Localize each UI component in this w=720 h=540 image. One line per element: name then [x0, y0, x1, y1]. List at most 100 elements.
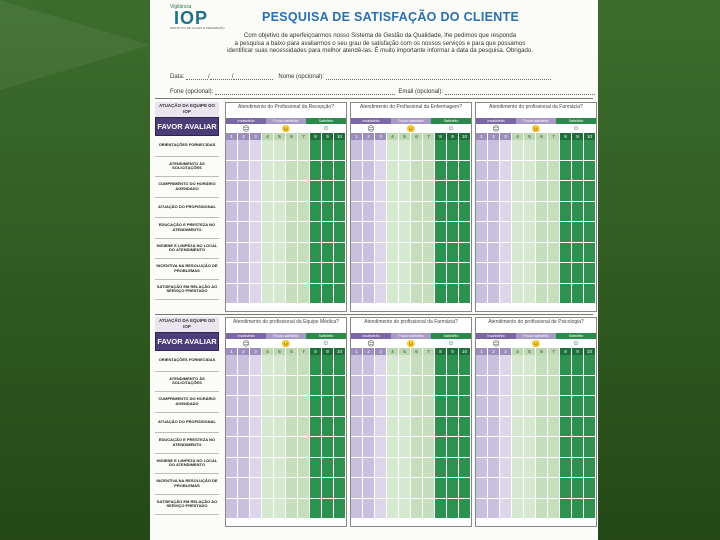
rating-cell[interactable]	[536, 263, 548, 283]
rating-cell[interactable]	[500, 498, 512, 518]
rating-cell[interactable]	[322, 355, 334, 375]
rating-cell[interactable]	[226, 242, 238, 262]
rating-cell[interactable]	[262, 181, 274, 201]
rating-cell[interactable]	[351, 222, 363, 242]
rating-cell[interactable]	[447, 375, 459, 395]
rating-cell[interactable]	[435, 181, 447, 201]
rating-cell[interactable]	[399, 498, 411, 518]
rating-cell[interactable]	[560, 222, 572, 242]
rating-cell[interactable]	[262, 355, 274, 375]
rating-cell[interactable]	[572, 263, 584, 283]
rating-cell[interactable]	[387, 457, 399, 477]
rating-cell[interactable]	[423, 457, 435, 477]
rating-cell[interactable]	[399, 263, 411, 283]
rating-cell[interactable]	[322, 416, 334, 436]
rating-cell[interactable]	[447, 263, 459, 283]
rating-cell[interactable]	[423, 437, 435, 457]
rating-cell[interactable]	[512, 478, 524, 498]
rating-cell[interactable]	[500, 375, 512, 395]
rating-cell[interactable]	[488, 396, 500, 416]
rating-cell[interactable]	[262, 478, 274, 498]
rating-cell[interactable]	[488, 437, 500, 457]
rating-cell[interactable]	[238, 498, 250, 518]
rating-cell[interactable]	[488, 263, 500, 283]
rating-cell[interactable]	[226, 375, 238, 395]
rating-cell[interactable]	[423, 263, 435, 283]
rating-cell[interactable]	[560, 160, 572, 180]
rating-cell[interactable]	[423, 283, 435, 303]
rating-cell[interactable]	[500, 140, 512, 160]
rating-cell[interactable]	[286, 498, 298, 518]
rating-cell[interactable]	[250, 201, 262, 221]
phone-field[interactable]	[215, 94, 396, 95]
rating-cell[interactable]	[375, 457, 387, 477]
rating-cell[interactable]	[310, 457, 322, 477]
rating-cell[interactable]	[560, 263, 572, 283]
rating-cell[interactable]	[298, 283, 310, 303]
rating-cell[interactable]	[411, 242, 423, 262]
rating-cell[interactable]	[548, 263, 560, 283]
rating-cell[interactable]	[274, 437, 286, 457]
rating-cell[interactable]	[310, 396, 322, 416]
rating-cell[interactable]	[548, 355, 560, 375]
rating-cell[interactable]	[447, 416, 459, 436]
rating-cell[interactable]	[423, 478, 435, 498]
rating-cell[interactable]	[363, 160, 375, 180]
rating-cell[interactable]	[274, 283, 286, 303]
rating-cell[interactable]	[423, 181, 435, 201]
rating-cell[interactable]	[399, 437, 411, 457]
rating-cell[interactable]	[500, 242, 512, 262]
rating-cell[interactable]	[560, 181, 572, 201]
rating-cell[interactable]	[536, 181, 548, 201]
rating-cell[interactable]	[447, 140, 459, 160]
rating-cell[interactable]	[560, 355, 572, 375]
rating-cell[interactable]	[512, 181, 524, 201]
rating-cell[interactable]	[548, 498, 560, 518]
rating-cell[interactable]	[274, 396, 286, 416]
rating-cell[interactable]	[447, 222, 459, 242]
rating-cell[interactable]	[298, 457, 310, 477]
rating-cell[interactable]	[363, 283, 375, 303]
rating-cell[interactable]	[334, 242, 346, 262]
rating-cell[interactable]	[274, 263, 286, 283]
rating-cell[interactable]	[447, 181, 459, 201]
rating-cell[interactable]	[286, 478, 298, 498]
rating-cell[interactable]	[512, 263, 524, 283]
rating-cell[interactable]	[572, 416, 584, 436]
rating-cell[interactable]	[250, 498, 262, 518]
rating-cell[interactable]	[584, 457, 596, 477]
rating-cell[interactable]	[375, 160, 387, 180]
rating-cell[interactable]	[584, 201, 596, 221]
rating-cell[interactable]	[411, 181, 423, 201]
rating-cell[interactable]	[524, 416, 536, 436]
rating-cell[interactable]	[572, 355, 584, 375]
rating-cell[interactable]	[363, 181, 375, 201]
rating-cell[interactable]	[238, 242, 250, 262]
rating-cell[interactable]	[322, 263, 334, 283]
rating-cell[interactable]	[488, 283, 500, 303]
rating-cell[interactable]	[262, 498, 274, 518]
rating-cell[interactable]	[572, 222, 584, 242]
rating-cell[interactable]	[536, 160, 548, 180]
rating-cell[interactable]	[298, 416, 310, 436]
rating-cell[interactable]	[322, 396, 334, 416]
rating-cell[interactable]	[411, 375, 423, 395]
rating-cell[interactable]	[310, 437, 322, 457]
rating-cell[interactable]	[447, 498, 459, 518]
rating-cell[interactable]	[262, 242, 274, 262]
rating-cell[interactable]	[250, 222, 262, 242]
rating-cell[interactable]	[584, 355, 596, 375]
rating-cell[interactable]	[411, 355, 423, 375]
rating-cell[interactable]	[286, 457, 298, 477]
rating-cell[interactable]	[488, 498, 500, 518]
rating-cell[interactable]	[476, 416, 488, 436]
rating-cell[interactable]	[238, 355, 250, 375]
rating-cell[interactable]	[226, 457, 238, 477]
rating-cell[interactable]	[411, 478, 423, 498]
rating-cell[interactable]	[334, 457, 346, 477]
rating-cell[interactable]	[351, 160, 363, 180]
rating-cell[interactable]	[411, 140, 423, 160]
rating-cell[interactable]	[387, 416, 399, 436]
rating-cell[interactable]	[512, 416, 524, 436]
rating-cell[interactable]	[524, 263, 536, 283]
